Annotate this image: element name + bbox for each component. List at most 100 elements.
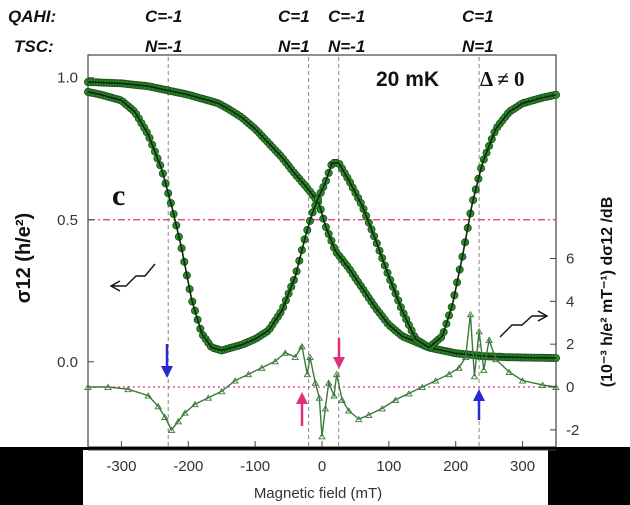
header-col2-top: C=1 [278,7,310,26]
series-3-point [154,402,162,410]
right-tick-label: -2 [566,422,579,439]
series-2-line [87,91,557,352]
arrow-down-blue [161,344,173,378]
series-3-point [538,381,547,388]
series-3-point [321,405,330,412]
series-3-point [505,368,513,375]
series-3-point [315,394,324,401]
x-tick-label: -300 [106,458,136,475]
series-3-point [291,353,300,360]
series-3-point [124,385,132,393]
x-tick-label: 100 [376,458,401,475]
series-3-point [318,432,326,440]
series-3-point [330,392,338,399]
series-3-point [354,415,363,423]
series-3-point [518,377,527,384]
series-3-point [174,417,183,425]
header-col3-bottom: N=-1 [328,37,365,56]
series-3-point [445,370,453,378]
series-3-point [281,349,290,356]
series-3-point [324,379,333,386]
right-axis-indicator [499,310,549,338]
series-3-point [418,383,427,390]
left-axis-label: σ12 (h/e²) [13,213,35,303]
series-3-point [303,370,312,378]
series-3-point [470,372,479,380]
series-3-point [191,400,199,408]
series-3-point [475,327,483,335]
series-3-point [479,366,488,373]
x-tick-label: 200 [443,458,468,475]
series-2 [84,87,561,355]
x-tick-label: -100 [240,458,270,475]
series-3-point [217,387,226,395]
arrow-up-blue [473,389,485,420]
left-tick-label: 0.5 [57,212,78,229]
header-row1-label: QAHI: [8,7,56,26]
transition-header: QAHI: TSC: C=-1 N=-1 C=1 N=1 C=-1 N=-1 C… [8,7,494,56]
x-axis-panel [83,450,548,505]
series-3-point [391,396,400,403]
x-axis-ticks: -300 -200 -100 0 100 200 300 [106,441,535,475]
series-3-point [181,409,189,416]
header-row2-label: TSC: [14,37,54,56]
header-col3-top: C=-1 [328,7,365,26]
x-axis-label: Magnetic field (mT) [254,485,382,502]
left-tick-label: 1.0 [57,70,78,87]
header-col1-top: C=-1 [145,7,182,26]
transition-arrows [161,338,485,426]
series-3-point [271,357,279,365]
reference-lines [88,57,556,447]
left-axis-ticks: 1.0 0.5 0.0 [57,70,94,371]
header-col4-bottom: N=1 [462,37,494,56]
plot-frame [87,54,557,448]
arrow-up-pink-left [296,392,308,426]
left-tick-label: 0.0 [57,354,78,371]
series-3-point [311,379,320,386]
right-axis-ticks: -2 0 2 4 6 [550,250,579,439]
series-3-point [344,407,353,414]
series-3-point [204,394,213,401]
series-1-line [87,81,557,359]
series-3-point [431,377,440,384]
right-tick-label: 0 [566,379,574,396]
x-tick-label: 300 [510,458,535,475]
series-3-point [461,353,470,360]
series-3-point [365,411,373,418]
series-3-point [144,392,152,399]
gap-annotation: Δ ≠ 0 [480,67,525,91]
header-col1-bottom: N=-1 [145,37,182,56]
series-3-point [161,413,169,420]
series-3-point [167,426,176,433]
temperature-annotation: 20 mK [376,68,439,91]
series-3-point [332,370,341,378]
series-3-point [104,383,112,390]
series-3-point [405,390,413,397]
series-3-point [378,405,386,412]
series-3-point [84,383,92,390]
series-3-point [306,353,314,360]
header-col2-bottom: N=1 [278,37,310,56]
series-3-point [492,355,500,363]
x-tick-label: 0 [318,458,326,475]
series-3-point [298,342,306,350]
series-3-point [258,364,266,371]
series-3 [84,310,560,440]
right-tick-label: 4 [566,293,574,310]
panel-label: c [112,179,125,212]
left-axis-indicator [109,263,156,292]
series-3-point [485,336,493,343]
series-3-point [338,396,346,403]
arrow-down-pink-right [333,338,345,369]
series-3-point [244,370,253,378]
series-3-line [88,314,557,437]
series-layer [84,78,561,440]
series-3-point [455,364,463,371]
header-col4-top: C=1 [462,7,494,26]
x-tick-label: -200 [173,458,203,475]
right-tick-label: 6 [566,250,574,267]
right-tick-label: 2 [566,336,574,353]
right-axis-label: (10⁻³ h/e² mT⁻¹) dσ12 /dB [599,197,616,388]
series-3-point [466,310,475,318]
